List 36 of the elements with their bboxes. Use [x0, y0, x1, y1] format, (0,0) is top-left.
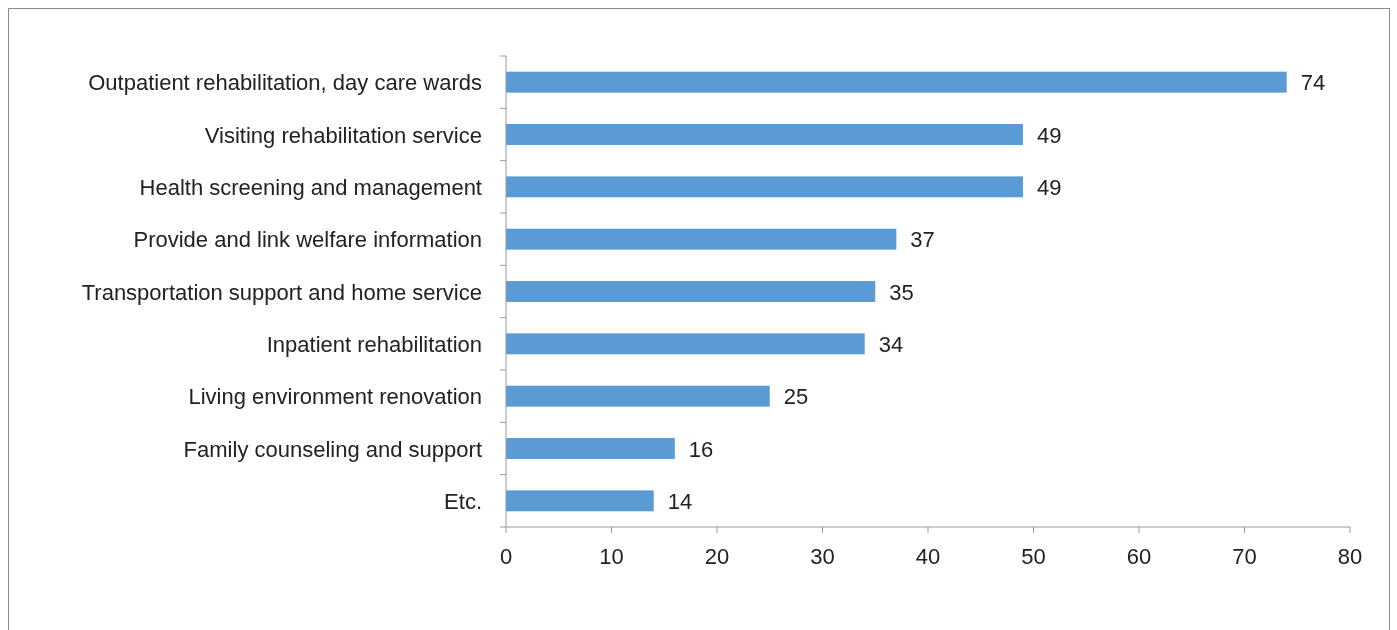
data-label: 25	[783, 384, 809, 410]
y-tick-label: Family counseling and support	[183, 436, 482, 462]
x-tick-label: 50	[1021, 544, 1046, 569]
data-label: 35	[889, 279, 914, 305]
x-tick-label: 30	[810, 544, 835, 569]
x-tick-label: 70	[1232, 544, 1257, 569]
bar	[506, 281, 876, 302]
x-tick-label: 80	[1337, 544, 1363, 569]
y-tick-label: Health screening and management	[139, 174, 482, 200]
y-tick-label: Inpatient rehabilitation	[266, 331, 482, 357]
x-tick-label: 10	[599, 544, 624, 569]
data-label: 16	[688, 436, 714, 462]
data-label: 74	[1300, 70, 1326, 96]
y-tick-label: Etc.	[444, 488, 482, 514]
y-tick-label: Transportation support and home service	[81, 279, 482, 305]
x-tick-label: 0	[499, 544, 513, 569]
bar	[506, 385, 770, 407]
data-label: 37	[910, 227, 935, 253]
data-label: 14	[667, 488, 693, 514]
y-tick-label: Outpatient rehabilitation, day care wards	[88, 70, 482, 96]
y-tick-label: Provide and link welfare information	[133, 227, 482, 253]
bar	[506, 176, 1023, 198]
bar	[506, 438, 675, 459]
bar	[506, 124, 1023, 145]
data-label: 49	[1036, 122, 1062, 148]
bar	[506, 333, 865, 355]
bar	[506, 71, 1287, 93]
bar	[506, 490, 654, 512]
y-tick-label: Living environment renovation	[188, 384, 482, 410]
y-tick-label: Visiting rehabilitation service	[204, 122, 482, 148]
bar	[506, 228, 897, 250]
x-tick-label: 60	[1126, 544, 1152, 569]
x-tick-label: 20	[704, 544, 730, 569]
data-label: 49	[1036, 174, 1062, 200]
x-tick-label: 40	[915, 544, 941, 569]
data-label: 34	[878, 331, 904, 357]
